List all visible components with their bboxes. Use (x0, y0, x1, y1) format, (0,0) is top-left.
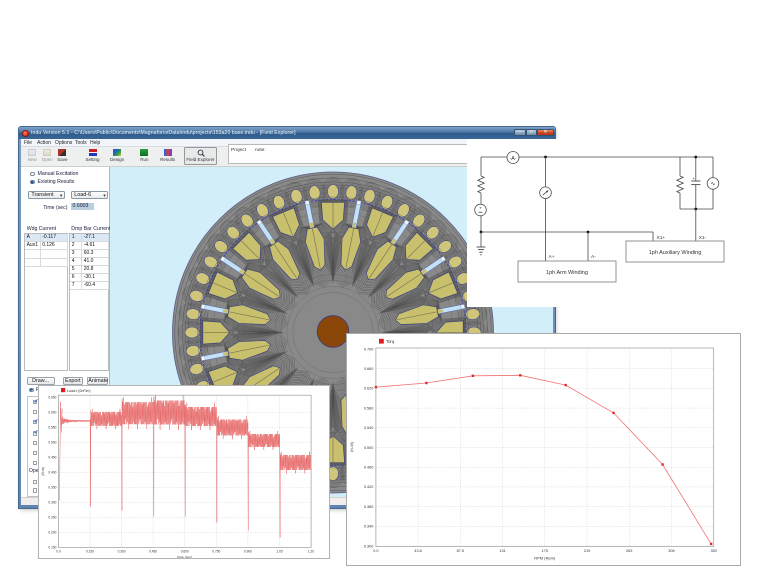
svg-text:175: 175 (542, 549, 548, 553)
svg-text:0.380: 0.380 (364, 505, 374, 509)
svg-text:0.540: 0.540 (364, 426, 374, 430)
svg-text:0.400: 0.400 (48, 471, 56, 475)
svg-text:1ph Auxiliary Winding: 1ph Auxiliary Winding (649, 250, 702, 256)
svg-text:0.420: 0.420 (364, 485, 374, 489)
svg-text:306: 306 (668, 549, 674, 553)
svg-text:0.750: 0.750 (212, 550, 220, 554)
svg-text:time (sec): time (sec) (177, 556, 192, 559)
svg-text:0.660: 0.660 (364, 367, 374, 371)
svg-text:0.900: 0.900 (244, 550, 252, 554)
svg-text:0.250: 0.250 (48, 516, 56, 520)
svg-text:0.700: 0.700 (364, 347, 374, 351)
svg-text:87.5: 87.5 (457, 549, 464, 553)
svg-text:0.350: 0.350 (48, 486, 56, 490)
svg-text:0.0: 0.0 (373, 549, 378, 553)
svg-text:350: 350 (711, 549, 717, 553)
svg-text:0.650: 0.650 (48, 396, 56, 400)
svg-text:0.620: 0.620 (364, 387, 374, 391)
svg-text:1.20: 1.20 (308, 550, 314, 554)
svg-text:0.150: 0.150 (48, 546, 56, 550)
svg-text:0.450: 0.450 (149, 550, 157, 554)
svg-text:(N-m): (N-m) (41, 467, 45, 476)
svg-text:0.500: 0.500 (364, 446, 374, 450)
svg-text:0.450: 0.450 (48, 456, 56, 460)
svg-text:0.460: 0.460 (364, 466, 374, 470)
svg-text:∿: ∿ (711, 182, 716, 188)
svg-text:A-: A- (591, 254, 596, 260)
svg-text:RPM (Rpm): RPM (Rpm) (534, 556, 556, 561)
svg-text:1.05: 1.05 (276, 550, 282, 554)
svg-text:131: 131 (499, 549, 505, 553)
svg-text:0.300: 0.300 (48, 501, 56, 505)
svg-text:X1+: X1+ (657, 235, 666, 241)
svg-text:0.200: 0.200 (48, 531, 56, 535)
svg-text:·A·: ·A· (510, 156, 517, 162)
svg-text:0.150: 0.150 (86, 550, 94, 554)
svg-text:0.300: 0.300 (364, 544, 374, 548)
svg-text:0.600: 0.600 (181, 550, 189, 554)
svg-text:1ph Arm Winding: 1ph Arm Winding (546, 270, 588, 276)
svg-text:(N-M): (N-M) (349, 441, 354, 452)
svg-text:0.600: 0.600 (48, 411, 56, 415)
svg-text:+: + (692, 176, 695, 181)
svg-text:219: 219 (584, 549, 590, 553)
svg-text:Torq: Torq (386, 339, 395, 344)
svg-text:0.300: 0.300 (118, 550, 126, 554)
svg-text:A+: A+ (549, 254, 555, 260)
svg-text:+: + (479, 205, 482, 210)
svg-text:0.500: 0.500 (48, 441, 56, 445)
svg-text:0.580: 0.580 (364, 406, 374, 410)
svg-text:263: 263 (626, 549, 632, 553)
svg-text:0.550: 0.550 (48, 426, 56, 430)
svg-text:0.0: 0.0 (56, 550, 61, 554)
svg-text:X1-: X1- (699, 235, 707, 241)
svg-text:43.8: 43.8 (414, 549, 421, 553)
svg-text:Load-t (0nFim): Load-t (0nFim) (67, 389, 91, 393)
svg-text:0.340: 0.340 (364, 525, 374, 529)
